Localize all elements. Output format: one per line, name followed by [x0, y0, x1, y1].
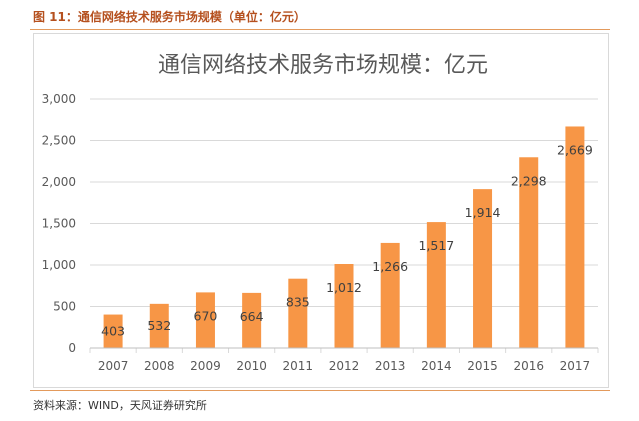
y-tick-label: 2,000 [42, 175, 76, 189]
y-tick-label: 1,000 [42, 258, 76, 272]
x-axis: 2007 2008 2009 2010 2011 2012 2013 2014 2015 2016… [89, 347, 599, 373]
x-tick-label: 2014 [421, 359, 452, 373]
data-labels: 403 532 670 664 835 1,012 1,266 1,517 1,914 2,298… [101, 142, 593, 338]
bar-2013 [380, 242, 400, 348]
x-tick-label: 2009 [190, 359, 221, 373]
x-tick-label: 2007 [98, 359, 129, 373]
data-label: 835 [286, 295, 310, 310]
bar-2007 [103, 314, 123, 348]
bar-2010 [242, 292, 262, 348]
data-label: 532 [147, 318, 171, 333]
data-label: 1,517 [418, 238, 454, 253]
data-label: 1,914 [465, 205, 501, 220]
chart-title: 通信网络技术服务市场规模：亿元 [158, 53, 488, 78]
bars [103, 126, 585, 349]
bar-2011 [288, 278, 308, 348]
data-label: 1,012 [326, 280, 362, 295]
x-tick-label: 2011 [283, 359, 314, 373]
x-tick-label: 2016 [513, 359, 544, 373]
y-axis: 0 500 1,000 1,500 2,000 2,500 3,000 [42, 92, 76, 355]
chart-frame [33, 33, 609, 388]
x-tick-label: 2017 [560, 359, 591, 373]
data-label: 2,669 [557, 142, 593, 157]
data-label: 1,266 [372, 259, 408, 274]
data-label: 664 [240, 309, 264, 324]
x-tick-label: 2013 [375, 359, 406, 373]
x-tick-label: 2008 [144, 359, 175, 373]
y-tick-label: 3,000 [42, 92, 76, 106]
bar-2014 [426, 222, 446, 348]
x-tick-label: 2015 [467, 359, 498, 373]
bar-2016 [519, 157, 539, 348]
bar-2009 [195, 292, 215, 348]
bar-2015 [473, 189, 493, 348]
source-note: 资料来源：WIND，天风证券研究所 [33, 399, 207, 412]
bar-2017 [565, 126, 585, 349]
data-label: 670 [194, 308, 218, 323]
y-tick-label: 1,500 [42, 217, 76, 231]
x-tick-label: 2010 [236, 359, 267, 373]
top-divider [30, 29, 610, 30]
bottom-divider [30, 390, 610, 391]
y-tick-label: 500 [53, 300, 76, 314]
x-tick-label: 2012 [329, 359, 360, 373]
bar-2012 [334, 264, 354, 348]
bar-2008 [149, 303, 169, 348]
y-tick-label: 0 [68, 341, 76, 355]
data-label: 403 [101, 323, 125, 338]
y-tick-label: 2,500 [42, 134, 76, 148]
data-label: 2,298 [511, 173, 547, 188]
figure-caption: 图 11：通信网络技术服务市场规模（单位：亿元） [33, 10, 306, 24]
